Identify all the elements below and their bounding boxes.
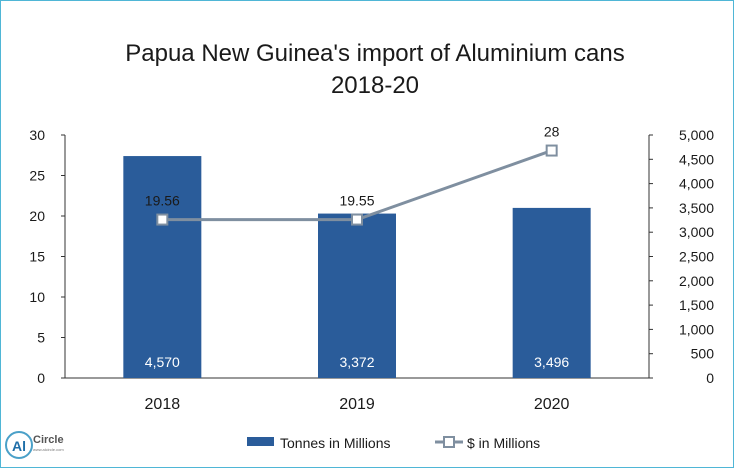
left-axis-tick-label: 10: [29, 289, 45, 305]
right-axis-tick-label: 2,000: [679, 273, 714, 289]
bar-series: 4,570 3,372 3,496: [123, 156, 591, 378]
right-axis-tick-label: 2,500: [679, 249, 714, 265]
left-axis-ticks: 0 5 10 15 20 25 30: [29, 127, 65, 386]
left-axis-tick-label: 30: [29, 127, 45, 143]
line-marker: [351, 213, 363, 226]
right-axis-tick-label: 1,000: [679, 321, 714, 337]
bar-value-label: 3,496: [534, 354, 569, 370]
logo-badge: Al: [12, 438, 26, 454]
category-label: 2020: [534, 396, 570, 413]
chart-title-line-2: 2018-20: [331, 72, 419, 99]
bar: [318, 213, 396, 378]
right-axis-tick-label: 4,000: [679, 176, 714, 192]
left-axis-tick-label: 20: [29, 208, 45, 224]
chart-title-line-1: Papua New Guinea's import of Aluminium c…: [125, 40, 625, 67]
legend-bar-label: Tonnes in Millions: [280, 435, 391, 451]
right-axis-tick-label: 3,500: [679, 200, 714, 216]
bar: [123, 156, 202, 378]
bar: [512, 207, 591, 378]
right-axis-tick-label: 4,500: [679, 151, 714, 167]
logo-ring: [5, 431, 33, 459]
line-value-label: 19.56: [145, 193, 180, 209]
logo-text: Circle: [33, 434, 64, 446]
right-axis-ticks: 0 500 1,000 1,500 2,000 2,500 3,000 3,500 4,000 4…: [649, 127, 714, 386]
line-value-label: 19.55: [339, 193, 374, 209]
category-label: 2018: [145, 396, 181, 413]
logo-tagline: www.alcircle.com: [33, 447, 64, 452]
right-axis-tick-label: 0: [706, 370, 714, 386]
line-marker: [156, 213, 169, 226]
category-label: 2019: [339, 396, 375, 413]
line-series: 19.56 19.55 28: [145, 124, 560, 226]
left-axis-tick-label: 15: [29, 249, 45, 265]
right-axis-tick-label: 1,500: [679, 297, 714, 313]
right-axis-tick-label: 5,000: [679, 127, 714, 143]
line-marker: [545, 144, 558, 157]
bar-value-label: 3,372: [339, 354, 374, 370]
line-path: [162, 149, 553, 222]
right-axis-tick-label: 3,000: [679, 224, 714, 240]
right-axis-tick-label: 500: [691, 346, 715, 362]
legend: Tonnes in Millions $ in Millions: [247, 435, 540, 451]
legend-line-label: $ in Millions: [467, 435, 540, 451]
left-axis-tick-label: 25: [29, 168, 45, 184]
legend-bar-swatch: [247, 437, 274, 446]
bar-value-label: 4,570: [145, 354, 180, 370]
left-axis-tick-label: 0: [37, 370, 45, 386]
legend-line-marker: [443, 436, 455, 448]
category-labels: 2018 2019 2020: [145, 396, 570, 413]
line-value-label: 28: [544, 124, 560, 140]
left-axis-tick-label: 5: [37, 330, 45, 346]
alcircle-logo: Al Circle www.alcircle.com: [5, 431, 64, 459]
